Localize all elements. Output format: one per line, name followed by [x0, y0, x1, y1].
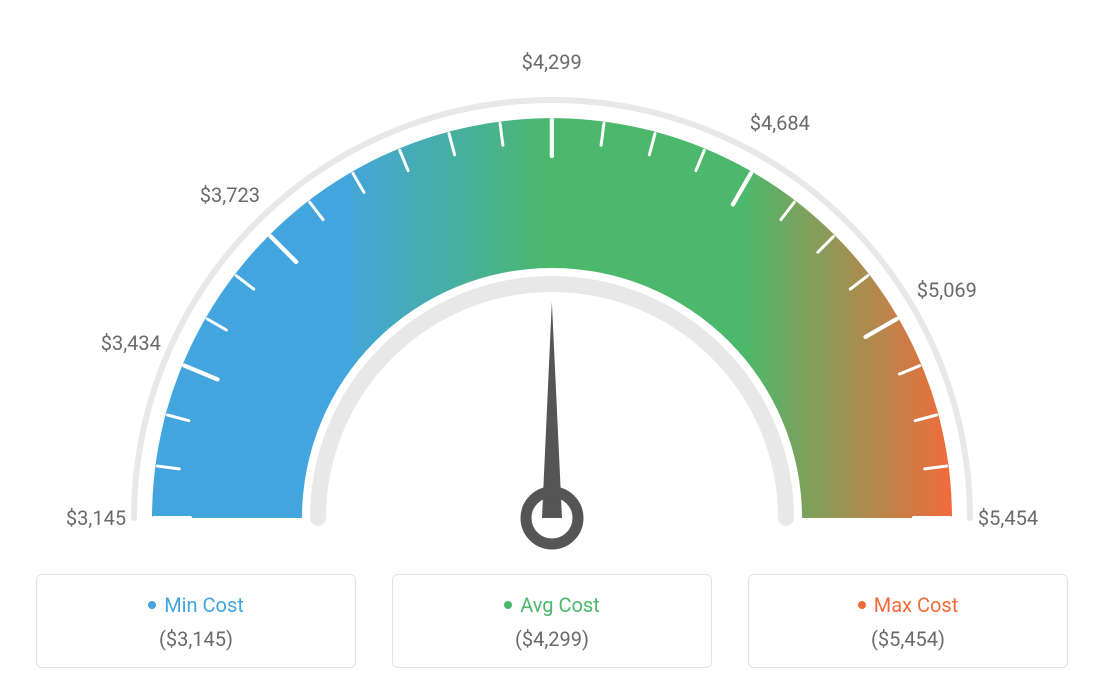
legend-card-max: Max Cost ($5,454) [748, 574, 1068, 668]
legend-title-max: Max Cost [759, 593, 1057, 617]
gauge-tick-label: $3,723 [200, 183, 260, 207]
legend-title-min-text: Min Cost [164, 593, 244, 617]
gauge-tick-label: $4,684 [750, 111, 810, 135]
dot-icon [504, 601, 512, 609]
gauge-tick-label: $3,434 [101, 331, 161, 355]
gauge-svg [62, 48, 1042, 568]
gauge-area: $3,145 $3,434 $3,723 $4,299 $4,684 $5,069 $5,4… [0, 0, 1104, 560]
gauge-tick-label: $5,069 [917, 278, 977, 302]
dot-icon [858, 601, 866, 609]
legend-card-min: Min Cost ($3,145) [36, 574, 356, 668]
gauge-tick-label: $3,145 [66, 506, 126, 530]
dot-icon [148, 601, 156, 609]
legend-value-avg: ($4,299) [403, 627, 701, 651]
legend-title-min: Min Cost [47, 593, 345, 617]
legend-row: Min Cost ($3,145) Avg Cost ($4,299) Max … [0, 574, 1104, 668]
gauge-tick-label: $5,454 [978, 506, 1038, 530]
legend-title-max-text: Max Cost [874, 593, 959, 617]
legend-title-avg-text: Avg Cost [520, 593, 600, 617]
legend-value-min: ($3,145) [47, 627, 345, 651]
gauge-tick-label: $4,299 [522, 50, 582, 74]
legend-value-max: ($5,454) [759, 627, 1057, 651]
legend-title-avg: Avg Cost [403, 593, 701, 617]
cost-gauge-container: $3,145 $3,434 $3,723 $4,299 $4,684 $5,069 $5,4… [0, 0, 1104, 690]
legend-card-avg: Avg Cost ($4,299) [392, 574, 712, 668]
